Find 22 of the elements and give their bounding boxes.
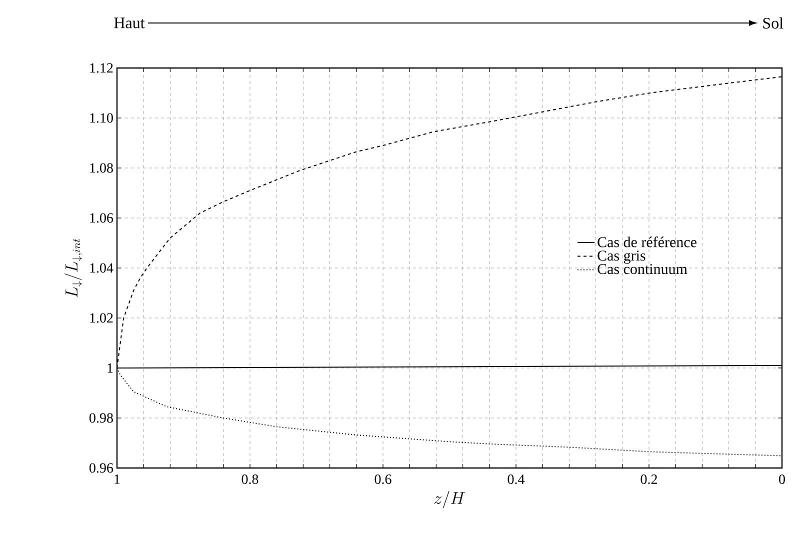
x-tick-label: 1 — [114, 474, 120, 484]
legend-label: Cas de référence — [598, 236, 696, 248]
x-tick-label: 0.8 — [242, 474, 258, 484]
y-axis-title: $L_{\downarrow}/L_{\downarrow,int}$ — [64, 238, 82, 298]
x-tick-label: 0.6 — [374, 474, 392, 484]
y-tick-label: 1.08 — [90, 163, 113, 173]
y-tick-label: 1.02 — [90, 313, 113, 323]
y-tick-label: 0.96 — [90, 463, 114, 473]
x-axis-title: $z/H$ — [434, 490, 465, 508]
legend-label: Cas gris — [598, 250, 646, 264]
text: Sol — [763, 17, 784, 29]
y-tick-label: 0.98 — [90, 413, 113, 423]
legend-label: Cas continuum — [598, 264, 688, 274]
y-tick-label: 1.04 — [90, 263, 114, 273]
y-tick-label: 1.10 — [90, 113, 113, 123]
y-tick-label: 1 — [108, 363, 113, 373]
y-tick-label: 1.06 — [90, 213, 114, 223]
x-tick-label: 0.4 — [508, 474, 525, 484]
y-tick-label: 1.12 — [90, 63, 113, 73]
text: Haut — [114, 18, 145, 28]
x-tick-label: 0.2 — [640, 474, 657, 484]
x-tick-label: 0 — [779, 474, 785, 484]
